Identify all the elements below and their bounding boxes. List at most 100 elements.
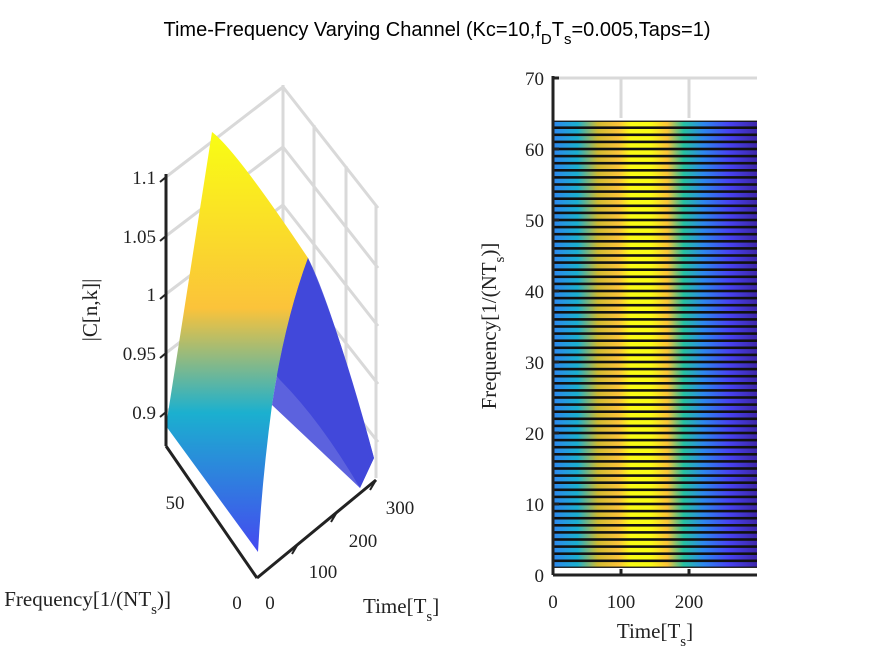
- heatmap-row: [553, 526, 757, 532]
- heatmap-row: [553, 256, 757, 262]
- heatmap-row: [553, 533, 757, 539]
- heatmap-row: [553, 150, 757, 155]
- heatmap-row: [553, 370, 757, 375]
- heatmap-row: [553, 143, 757, 148]
- heatmap-row: [553, 555, 757, 560]
- heatmap-row: [553, 292, 757, 297]
- heatmap-row: [553, 242, 757, 248]
- heatmap-row: [553, 427, 757, 432]
- heatmap-row: [553, 455, 757, 461]
- z-tick-label: 1: [147, 285, 157, 306]
- y-tick-label: 10: [525, 495, 544, 516]
- z-tick-label: 1.1: [132, 168, 156, 189]
- heatmap-row: [553, 249, 757, 255]
- x-tick-label: 0: [265, 593, 275, 614]
- heatmap-row: [553, 157, 757, 162]
- y-tick-marks: [553, 76, 559, 577]
- heatmap-row: [553, 363, 757, 368]
- heatmap-row: [553, 299, 757, 304]
- surface-plot: 1.1 1.05 1 0.95 0.9 50 0 0 100 200 300 |…: [4, 85, 439, 625]
- z-tick-label: 0.9: [132, 403, 156, 424]
- x-tick-label: 200: [349, 531, 378, 552]
- heatmap-y-tick-labels: 0 10 20 30 40 50 60 70: [525, 69, 544, 587]
- y-tick-label: 50: [166, 493, 185, 514]
- heatmap-row: [553, 469, 757, 475]
- heatmap-row: [553, 342, 757, 347]
- heatmap-row: [553, 171, 757, 177]
- heatmap-row: [553, 228, 757, 233]
- z-tick-label: 1.05: [123, 227, 156, 248]
- heatmap-row: [553, 263, 757, 269]
- heatmap-row: [553, 306, 757, 311]
- heatmap-row: [553, 498, 757, 503]
- heatmap-row: [553, 221, 757, 226]
- heatmap-row: [553, 313, 757, 319]
- x-axis-label: Time[Ts]: [363, 594, 439, 625]
- heatmap-row: [553, 129, 757, 134]
- y-tick-label: 0: [232, 593, 242, 614]
- heatmap-plot: 0 10 20 30 40 50 60 70 0 100 200 Time[Ts…: [477, 69, 757, 650]
- heatmap-row: [553, 278, 757, 283]
- heatmap-row: [553, 434, 757, 439]
- y-tick-label: 50: [525, 211, 544, 232]
- z-tick-marks: [159, 176, 167, 418]
- heatmap-row: [553, 185, 757, 191]
- heatmap-row: [553, 540, 757, 546]
- heatmap-axes: [551, 76, 757, 577]
- heatmap-row: [553, 271, 757, 276]
- heatmap-grid: [553, 76, 757, 118]
- y-tick-label: 60: [525, 140, 544, 161]
- heatmap-row: [553, 519, 757, 524]
- y-tick-label: 0: [535, 566, 545, 587]
- heatmap-row: [553, 441, 757, 446]
- heatmap-row: [553, 356, 757, 361]
- heatmap-row: [553, 420, 757, 425]
- heatmap-row: [553, 562, 757, 567]
- x-tick-label: 100: [309, 562, 338, 583]
- heatmap-row: [553, 200, 757, 205]
- figure-title: Time-Frequency Varying Channel (Kc=10,fD…: [164, 19, 711, 48]
- x-tick-marks-3d: [291, 479, 377, 555]
- heatmap-row: [553, 377, 757, 382]
- heatmap-row: [553, 334, 757, 340]
- y-tick-label: 70: [525, 69, 544, 90]
- surface-front-face: [166, 132, 308, 552]
- x-tick-label: 100: [607, 592, 636, 613]
- heatmap-row: [553, 448, 757, 453]
- heatmap-row: [553, 235, 757, 240]
- heatmap-rows: [553, 120, 757, 568]
- heatmap-row: [553, 164, 757, 169]
- z-tick-labels: 1.1 1.05 1 0.95 0.9: [123, 168, 156, 424]
- y-tick-label: 20: [525, 424, 544, 445]
- y-axis-label: Frequency[1/(NTs)]: [4, 587, 171, 618]
- heatmap-row: [553, 491, 757, 496]
- x-tick-label: 200: [675, 592, 704, 613]
- heatmap-row: [553, 285, 757, 290]
- heatmap-row: [553, 384, 757, 390]
- heatmap-row: [553, 178, 757, 184]
- heatmap-row: [553, 405, 757, 411]
- heatmap-row: [553, 391, 757, 397]
- y-tick-label: 30: [525, 353, 544, 374]
- y-tick-label: 40: [525, 282, 544, 303]
- heatmap-row: [553, 462, 757, 468]
- x-tick-label: 300: [386, 498, 415, 519]
- heatmap-row: [553, 398, 757, 404]
- heatmap-row: [553, 192, 757, 198]
- heatmap-row: [553, 505, 757, 510]
- x-tick-marks: [619, 569, 691, 575]
- heatmap-row: [553, 207, 757, 212]
- surface-axes: [164, 174, 377, 580]
- heatmap-row: [553, 547, 757, 553]
- heatmap-row: [553, 349, 757, 354]
- heatmap-row: [553, 327, 757, 333]
- heatmap-x-axis-label: Time[Ts]: [617, 619, 693, 650]
- z-tick-label: 0.95: [123, 344, 156, 365]
- heatmap-y-axis-label: Frequency[1/(NTs)]: [477, 243, 508, 410]
- heatmap-row: [553, 121, 757, 127]
- x-tick-label: 0: [548, 592, 558, 613]
- heatmap-row: [553, 320, 757, 326]
- heatmap-row: [553, 512, 757, 517]
- heatmap-row: [553, 136, 757, 141]
